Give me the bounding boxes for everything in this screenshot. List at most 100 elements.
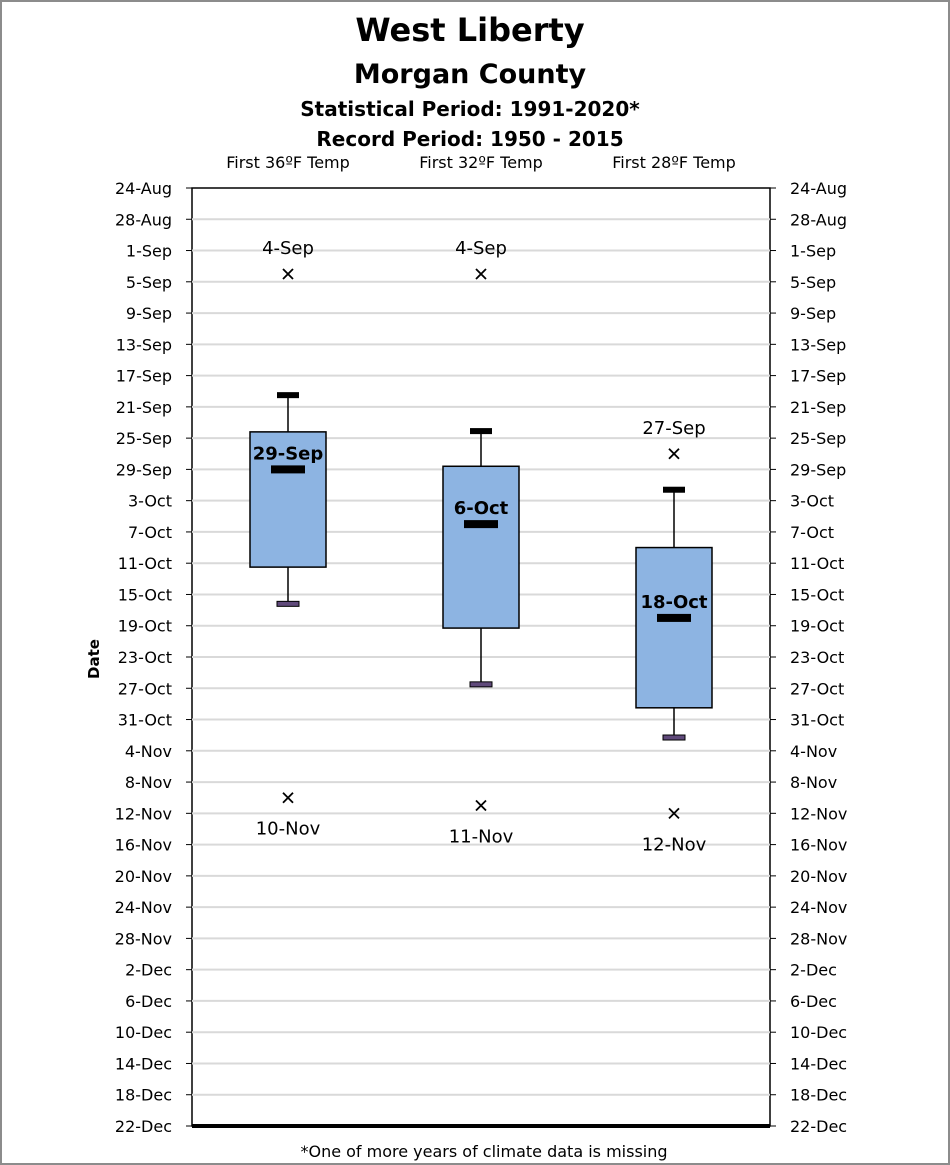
- y-tick-label-left: 10-Dec: [115, 1023, 172, 1042]
- y-tick-label-right: 7-Oct: [790, 523, 834, 542]
- whisker-cap-early: [277, 392, 299, 399]
- earliest-label: 27-Sep: [642, 418, 705, 439]
- y-tick-label-right: 29-Sep: [790, 460, 846, 479]
- y-tick-label-right: 28-Aug: [790, 210, 847, 229]
- y-tick-label-right: 18-Dec: [790, 1086, 847, 1105]
- latest-label: 11-Nov: [449, 827, 514, 848]
- y-tick-label-left: 17-Sep: [116, 367, 172, 386]
- y-tick-label-right: 19-Oct: [790, 617, 844, 636]
- y-tick-label-left: 28-Aug: [115, 210, 172, 229]
- y-tick-label-left: 28-Nov: [115, 929, 172, 948]
- y-tick-label-left: 7-Oct: [128, 523, 172, 542]
- y-tick-label-left: 25-Sep: [116, 429, 172, 448]
- box-plot-group: 6-Oct 4-Sep 11-Nov: [442, 238, 520, 848]
- earliest-marker: [668, 448, 680, 460]
- iqr-box: [249, 431, 327, 568]
- earliest-label: 4-Sep: [455, 238, 507, 259]
- y-tick-label-left: 12-Nov: [115, 804, 172, 823]
- latest-marker: [668, 807, 680, 819]
- y-tick-label-right: 1-Sep: [790, 242, 836, 261]
- y-tick-label-right: 14-Dec: [790, 1054, 847, 1073]
- y-tick-label-left: 14-Dec: [115, 1054, 172, 1073]
- y-tick-label-right: 20-Nov: [790, 867, 847, 886]
- y-tick-label-right: 24-Nov: [790, 898, 847, 917]
- y-tick-label-right: 8-Nov: [790, 773, 837, 792]
- y-tick-label-left: 15-Oct: [118, 585, 172, 604]
- y-tick-label-right: 22-Dec: [790, 1117, 847, 1136]
- y-tick-label-right: 31-Oct: [790, 711, 844, 730]
- chart-title: West Liberty: [355, 11, 584, 49]
- median-marker: [657, 613, 691, 622]
- median-marker: [464, 520, 498, 529]
- whisker-cap-late: [276, 600, 300, 607]
- y-tick-label-left: 29-Sep: [116, 460, 172, 479]
- category-label: First 32ºF Temp: [419, 153, 543, 172]
- y-tick-label-right: 10-Dec: [790, 1023, 847, 1042]
- y-tick-label-left: 23-Oct: [118, 648, 172, 667]
- whisker-cap-late: [469, 681, 493, 688]
- y-tick-label-left: 27-Oct: [118, 679, 172, 698]
- category-label: First 28ºF Temp: [612, 153, 736, 172]
- y-tick-label-left: 16-Nov: [115, 836, 172, 855]
- y-tick-label-right: 13-Sep: [790, 335, 846, 354]
- y-tick-label-right: 25-Sep: [790, 429, 846, 448]
- y-tick-label-left: 22-Dec: [115, 1117, 172, 1136]
- category-labels: First 36ºF Temp First 32ºF Temp First 28ºF…: [226, 153, 736, 172]
- chart-subtitle: Morgan County: [354, 59, 587, 90]
- y-tick-label-left: 2-Dec: [125, 961, 172, 980]
- y-tick-label-right: 17-Sep: [790, 367, 846, 386]
- median-marker: [271, 465, 305, 474]
- y-tick-label-left: 24-Nov: [115, 898, 172, 917]
- y-tick-label-left: 20-Nov: [115, 867, 172, 886]
- y-axis-title: Date: [85, 639, 103, 679]
- y-tick-label-left: 1-Sep: [126, 242, 172, 261]
- box-plot-group: 18-Oct 27-Sep 12-Nov: [635, 418, 713, 855]
- earliest-label: 4-Sep: [262, 238, 314, 259]
- latest-label: 12-Nov: [642, 834, 707, 855]
- y-tick-label-right: 2-Dec: [790, 961, 837, 980]
- y-tick-label-right: 6-Dec: [790, 992, 837, 1011]
- y-tick-label-right: 3-Oct: [790, 492, 834, 511]
- category-label: First 36ºF Temp: [226, 153, 350, 172]
- iqr-box: [442, 465, 520, 629]
- y-tick-label-right: 27-Oct: [790, 679, 844, 698]
- earliest-marker: [475, 268, 487, 280]
- y-tick-label-left: 19-Oct: [118, 617, 172, 636]
- whisker-cap-early: [663, 486, 685, 493]
- y-tick-label-left: 8-Nov: [125, 773, 172, 792]
- whisker-cap-early: [470, 428, 492, 435]
- median-label: 6-Oct: [454, 498, 509, 519]
- y-tick-label-left: 5-Sep: [126, 273, 172, 292]
- y-tick-label-right: 21-Sep: [790, 398, 846, 417]
- latest-marker: [282, 792, 294, 804]
- whisker-cap-late: [662, 734, 686, 741]
- y-tick-label-left: 24-Aug: [115, 179, 172, 198]
- y-tick-label-right: 16-Nov: [790, 836, 847, 855]
- median-label: 29-Sep: [253, 443, 324, 464]
- y-tick-label-right: 15-Oct: [790, 585, 844, 604]
- y-tick-label-right: 24-Aug: [790, 179, 847, 198]
- y-tick-label-left: 4-Nov: [125, 742, 172, 761]
- earliest-marker: [282, 268, 294, 280]
- statistical-period: Statistical Period: 1991-2020*: [300, 97, 640, 121]
- y-tick-label-left: 31-Oct: [118, 711, 172, 730]
- y-tick-label-left: 6-Dec: [125, 992, 172, 1011]
- y-tick-label-right: 28-Nov: [790, 929, 847, 948]
- y-tick-label-right: 4-Nov: [790, 742, 837, 761]
- median-label: 18-Oct: [640, 592, 707, 613]
- y-tick-label-right: 23-Oct: [790, 648, 844, 667]
- footnote: *One of more years of climate data is mi…: [300, 1142, 667, 1161]
- y-tick-label-right: 12-Nov: [790, 804, 847, 823]
- box-plots: 29-Sep 4-Sep 10-Nov 6-Oct 4-Sep 11-Nov 18-Oct 2…: [249, 238, 713, 855]
- y-axis: 24-Aug 24-Aug 28-Aug 28-Aug 1-Sep 1-Sep 5-Sep 5…: [115, 179, 848, 1136]
- y-tick-label-left: 21-Sep: [116, 398, 172, 417]
- y-tick-label-left: 3-Oct: [128, 492, 172, 511]
- box-plot-group: 29-Sep 4-Sep 10-Nov: [249, 238, 327, 840]
- iqr-box: [635, 546, 713, 709]
- y-tick-label-left: 18-Dec: [115, 1086, 172, 1105]
- y-tick-label-right: 5-Sep: [790, 273, 836, 292]
- latest-marker: [475, 799, 487, 812]
- y-tick-label-left: 9-Sep: [126, 304, 172, 323]
